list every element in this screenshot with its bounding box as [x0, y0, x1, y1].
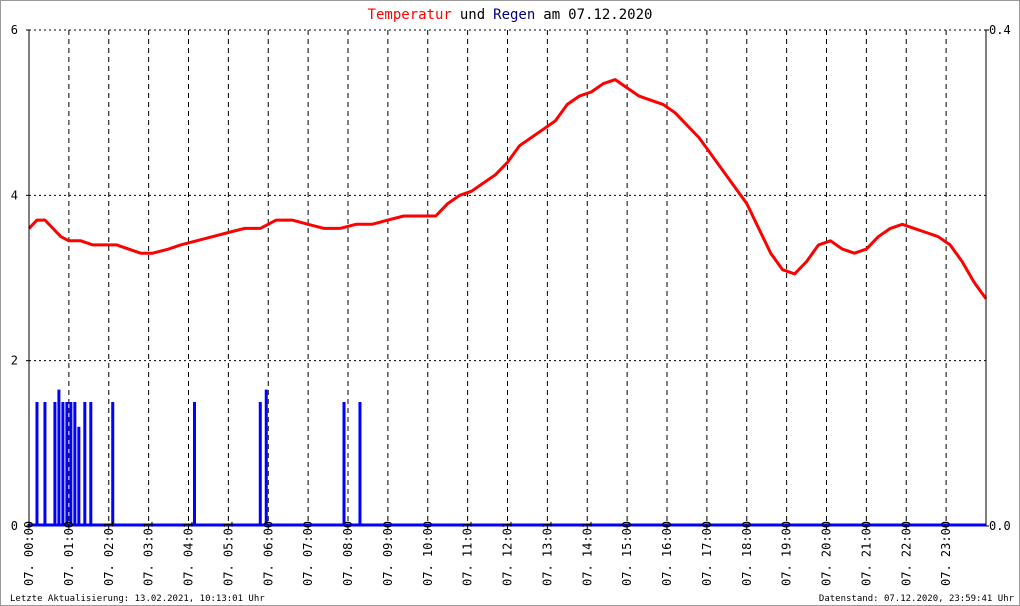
x-tick-label: 07. 07:00	[301, 521, 315, 586]
footer-data-status: Datenstand: 07.12.2020, 23:59:41 Uhr	[819, 594, 1015, 604]
rain-bar	[192, 402, 196, 526]
x-tick-label: 07. 17:00	[700, 521, 714, 586]
x-tick-label: 07. 22:00	[899, 521, 913, 586]
rain-bar	[57, 389, 61, 526]
grid	[29, 29, 986, 526]
x-axis-ticks: 07. 00:00 07. 01:00 07. 02:01 07. 03:01 07. …	[22, 521, 953, 586]
x-tick-label: 07. 19:00	[780, 521, 794, 586]
axes	[28, 30, 987, 526]
rain-bar	[111, 402, 115, 526]
x-tick-label: 07. 02:01	[102, 521, 116, 586]
x-tick-label: 07. 15:00	[620, 521, 634, 586]
x-tick-label: 07. 01:00	[62, 521, 76, 586]
temperature-line	[27, 78, 988, 300]
y-tick-label-left: 6	[11, 23, 18, 37]
x-tick-label: 07. 12:01	[501, 521, 515, 586]
title-rain: Regen	[493, 7, 535, 23]
x-tick-label: 07. 00:00	[22, 521, 36, 586]
rain-bar	[264, 389, 268, 526]
x-tick-label: 07. 04:01	[182, 521, 196, 586]
rain-bar	[77, 426, 81, 526]
rain-bar	[35, 402, 39, 526]
y-axis-left-ticks: 0 2 4 6	[11, 23, 29, 533]
x-tick-label: 07. 05:01	[221, 521, 235, 586]
footer-last-update: Letzte Aktualisierung: 13.02.2021, 10:13…	[10, 594, 265, 604]
rain-bar	[258, 402, 262, 526]
y-tick-label-right: 0.4	[989, 23, 1011, 37]
x-tick-label: 07. 18:00	[740, 521, 754, 586]
x-tick-label: 07. 08:00	[341, 521, 355, 586]
x-tick-label: 07. 10:00	[421, 521, 435, 586]
rain-bars	[29, 389, 986, 527]
x-tick-label: 07. 13:01	[540, 521, 554, 586]
title-date: 07.12.2020	[568, 7, 652, 23]
x-tick-label: 07. 03:01	[142, 521, 156, 586]
title-am: am	[543, 7, 560, 23]
y-tick-label-left: 2	[11, 354, 18, 368]
x-tick-label: 07. 23:00	[939, 521, 953, 586]
rain-bar	[61, 402, 65, 526]
x-tick-label: 07. 06:00	[261, 521, 275, 586]
x-tick-label: 07. 11:01	[461, 521, 475, 586]
x-tick-label: 07. 09:00	[381, 521, 395, 586]
title-temperature: Temperatur	[368, 7, 452, 23]
rain-bar	[342, 402, 346, 526]
title-und: und	[460, 7, 485, 23]
rain-bar	[89, 402, 93, 526]
chart-title: Temperatur und Regen am 07.12.2020	[368, 7, 653, 23]
y-tick-label-left: 4	[11, 188, 18, 202]
y-tick-label-right: 0.0	[989, 519, 1011, 533]
rain-bar	[358, 402, 362, 526]
y-axis-right-ticks: 0.0 0.4	[986, 23, 1011, 533]
rain-bar	[43, 402, 47, 526]
rain-bar	[53, 402, 57, 526]
x-tick-label: 07. 16:00	[660, 521, 674, 586]
rain-bar	[69, 402, 73, 526]
rain-bar	[83, 402, 87, 526]
x-tick-label: 07. 14:01	[580, 521, 594, 586]
rain-bar	[65, 402, 69, 526]
x-tick-label: 07. 21:00	[859, 521, 873, 586]
y-tick-label-left: 0	[11, 519, 18, 533]
x-tick-label: 07. 20:00	[820, 521, 834, 586]
rain-bar	[73, 402, 77, 526]
